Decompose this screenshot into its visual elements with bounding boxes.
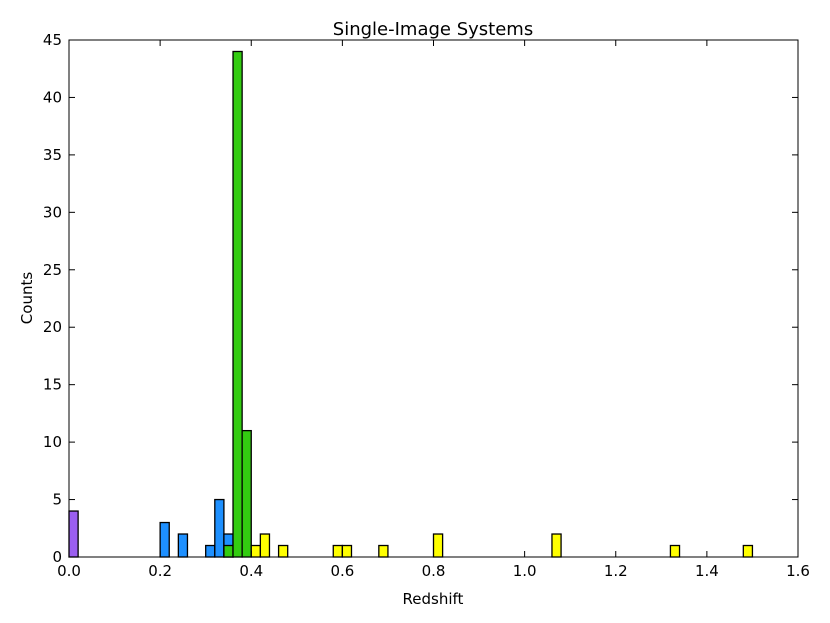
bar — [432, 533, 444, 558]
y-tick-label: 5 — [52, 491, 62, 509]
x-tick-label: 1.4 — [695, 562, 719, 580]
y-tick-label: 45 — [43, 31, 62, 49]
bar — [341, 544, 353, 558]
bar — [177, 533, 189, 558]
x-tick-label: 1.0 — [513, 562, 537, 580]
bar — [223, 544, 234, 558]
x-tick-label: 0.4 — [239, 562, 263, 580]
bar — [669, 544, 681, 558]
x-tick-label: 0.6 — [330, 562, 354, 580]
y-tick-label: 10 — [43, 433, 62, 451]
bar — [378, 544, 389, 558]
y-tick-label: 30 — [43, 203, 62, 221]
bar — [259, 533, 271, 558]
y-tick-label: 25 — [43, 261, 62, 279]
x-tick-label: 0.8 — [422, 562, 446, 580]
x-tick-label: 0.0 — [57, 562, 81, 580]
plot-frame — [68, 39, 799, 558]
bar — [159, 521, 170, 558]
bar — [214, 498, 225, 558]
bar — [241, 429, 252, 558]
bar — [551, 533, 562, 558]
bar — [742, 544, 754, 558]
y-tick-label: 0 — [52, 548, 62, 566]
bar — [277, 544, 289, 558]
y-tick-label: 40 — [43, 88, 62, 106]
x-axis-label: Redshift — [403, 590, 464, 608]
bar — [68, 510, 79, 558]
chart-title: Single-Image Systems — [333, 19, 533, 40]
y-axis-label: Counts — [18, 272, 36, 325]
y-tick-label: 35 — [43, 146, 62, 164]
x-tick-label: 0.2 — [148, 562, 172, 580]
y-tick-label: 15 — [43, 376, 62, 394]
bar — [332, 544, 344, 558]
bar — [205, 544, 216, 558]
y-tick-label: 20 — [43, 318, 62, 336]
x-tick-label: 1.2 — [604, 562, 628, 580]
x-tick-label: 1.6 — [786, 562, 810, 580]
bar — [250, 544, 262, 558]
bar — [232, 50, 243, 558]
